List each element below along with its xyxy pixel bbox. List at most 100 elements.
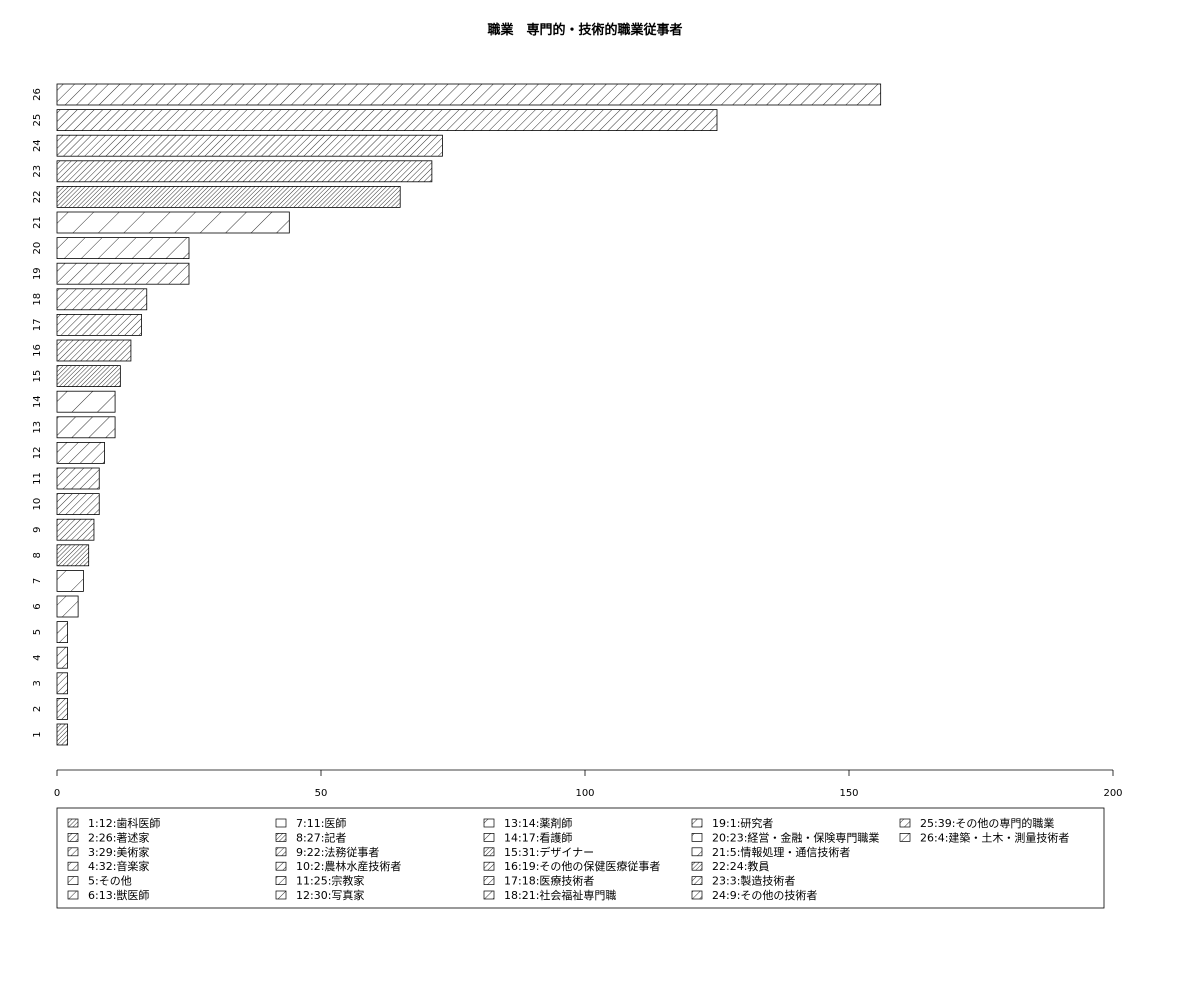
bar-2	[56, 698, 68, 720]
bar-22	[56, 185, 401, 208]
legend-label: 11:25:宗教家	[296, 874, 364, 888]
y-tick-label: 25	[32, 114, 43, 127]
bar-5	[56, 621, 68, 643]
legend-swatch	[899, 818, 911, 828]
bar-1	[56, 723, 68, 746]
bar-23	[56, 160, 433, 183]
x-tick-label: 200	[1103, 788, 1122, 799]
legend-swatch	[275, 818, 287, 828]
legend-label: 18:21:社会福祉専門職	[504, 888, 616, 902]
bar-4	[56, 646, 68, 669]
y-tick-label: 6	[32, 603, 43, 609]
legend-label: 1:12:歯科医師	[88, 816, 160, 830]
legend-swatch	[275, 833, 287, 842]
y-tick-label: 17	[32, 319, 43, 332]
legend-label: 8:27:記者	[296, 830, 346, 844]
legend-label: 19:1:研究者	[712, 816, 773, 830]
bars-group	[56, 83, 882, 746]
legend-label: 6:13:獣医師	[88, 888, 149, 902]
y-tick-label: 11	[32, 472, 43, 485]
y-tick-label: 2	[32, 706, 43, 712]
y-tick-label: 9	[32, 527, 43, 533]
y-tick-labels: 1234567891011121314151617181920212223242…	[32, 88, 43, 738]
bar-24	[56, 134, 443, 157]
legend-swatch	[899, 833, 911, 842]
legend-label: 4:32:音楽家	[88, 859, 149, 873]
legend-swatch	[483, 876, 495, 885]
legend-label: 26:4:建築・土木・測量技術者	[920, 830, 1069, 844]
x-axis: 0 50 100 150 200	[54, 769, 1123, 799]
bar-16	[56, 339, 132, 362]
bar-17	[56, 313, 142, 336]
x-tick-label: 150	[839, 788, 858, 799]
x-tick-label: 0	[54, 788, 60, 799]
bar-26	[56, 83, 882, 106]
bar-11	[56, 467, 100, 490]
y-tick-label: 12	[32, 447, 43, 460]
legend-label: 21:5:情報処理・通信技術者	[712, 846, 850, 859]
legend-swatch	[691, 833, 703, 842]
legend-label: 13:14:薬剤師	[504, 816, 572, 830]
legend-label: 15:31:デザイナー	[504, 845, 594, 859]
bar-3	[56, 672, 68, 695]
bar-15	[56, 365, 121, 388]
legend-swatch	[275, 847, 287, 857]
legend-swatch	[275, 890, 287, 900]
legend-swatch	[275, 861, 287, 871]
legend-swatch	[483, 833, 495, 842]
legend-label: 2:26:著述家	[88, 830, 149, 844]
y-tick-label: 1	[32, 731, 43, 737]
y-tick-label: 15	[32, 370, 43, 383]
legend-swatch	[691, 890, 703, 900]
y-tick-label: 26	[32, 88, 43, 101]
y-tick-label: 13	[32, 421, 43, 434]
legend-label: 14:17:看護師	[504, 830, 572, 844]
legend-label: 23:3:製造技術者	[712, 874, 795, 888]
bar-14	[56, 390, 116, 413]
legend-swatch	[483, 861, 495, 871]
bar-18	[56, 288, 148, 311]
y-tick-label: 16	[32, 344, 43, 357]
bar-10	[56, 493, 100, 516]
legend-label: 10:2:農林水産技術者	[296, 859, 401, 873]
y-tick-label: 4	[32, 655, 43, 661]
legend-swatch	[67, 833, 79, 842]
legend-swatch	[483, 818, 495, 828]
y-tick-label: 7	[32, 578, 43, 584]
y-tick-label: 14	[32, 395, 43, 408]
legend-swatch	[67, 890, 79, 900]
legend-swatch	[275, 876, 287, 885]
y-tick-label: 21	[32, 216, 43, 229]
legend-swatch	[67, 876, 79, 885]
legend-swatch	[691, 847, 703, 857]
bar-12	[56, 441, 105, 464]
y-tick-label: 22	[32, 191, 43, 204]
legend-label: 17:18:医療技術者	[504, 874, 594, 888]
y-tick-label: 19	[32, 267, 43, 280]
bar-13	[56, 416, 116, 439]
y-tick-label: 3	[32, 680, 43, 686]
legend-swatch	[483, 890, 495, 900]
y-tick-label: 24	[32, 139, 43, 152]
legend-label: 5:その他	[88, 875, 132, 888]
y-tick-label: 8	[32, 552, 43, 558]
bar-9	[56, 518, 95, 541]
legend-swatch	[691, 876, 703, 885]
legend-swatch	[67, 861, 79, 871]
bar-20	[56, 237, 190, 260]
legend-swatch	[67, 847, 79, 857]
bar-21	[56, 211, 290, 234]
legend-label: 16:19:その他の保健医療従事者	[504, 859, 660, 873]
legend-label: 24:9:その他の技術者	[712, 889, 817, 902]
legend-swatch	[691, 818, 703, 828]
legend-label: 25:39:その他の専門的職業	[920, 816, 1054, 830]
y-tick-label: 20	[32, 242, 43, 255]
legend-label: 20:23:経営・金融・保険専門職業	[712, 830, 879, 844]
legend-swatch	[483, 847, 495, 857]
legend-swatch	[691, 861, 703, 871]
legend-label: 12:30:写真家	[296, 888, 364, 902]
bar-19	[56, 262, 190, 285]
legend-label: 7:11:医師	[296, 817, 346, 830]
